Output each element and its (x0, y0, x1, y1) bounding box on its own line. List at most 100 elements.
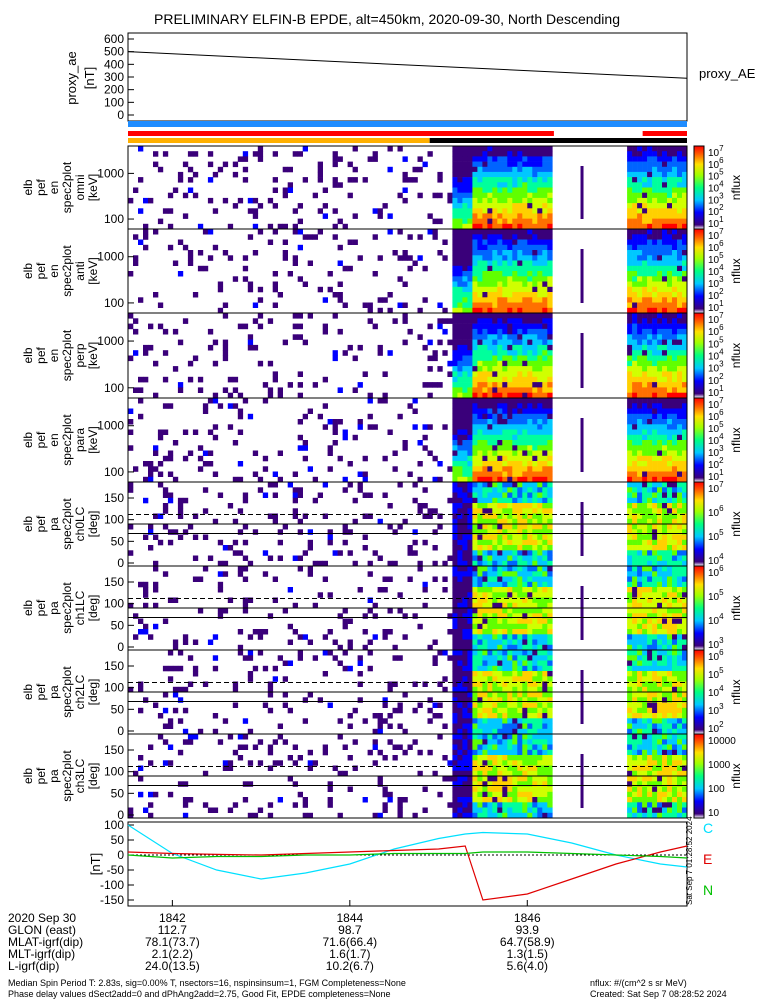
xaxis-value-l: 10.2(6.7) (326, 959, 374, 973)
proxy-ae-tick-label: 400 (104, 57, 124, 71)
spectrogram-ylabel: pef (34, 683, 48, 700)
xaxis-value-mlt: 1.6(1.7) (329, 947, 370, 961)
spectrogram-tick-label: 100 (104, 296, 124, 310)
spectrogram-ylabel: spec2plot (60, 498, 74, 550)
footer-line1: Median Spin Period T: 2.83s, sig=0.00% T… (8, 978, 406, 988)
spectrogram-ylabel: pef (34, 599, 48, 616)
figure-title: PRELIMINARY ELFIN-B EPDE, alt=450km, 202… (154, 11, 620, 27)
colorbar (693, 312, 705, 399)
proxy-ae-axes (127, 32, 688, 122)
xaxis-value-l: 5.6(4.0) (507, 959, 548, 973)
spectrogram-ylabel: [keV] (86, 426, 100, 453)
spectrogram-ylabel: anti (73, 261, 87, 280)
pa-tick-label: 0 (117, 556, 124, 570)
pa-tick-label: 100 (104, 765, 124, 779)
colorbar-tick-label: 104 (708, 684, 724, 699)
spectrogram-ylabel: spec2plot (60, 750, 74, 802)
status-bar-black (429, 138, 687, 143)
field-series-C (127, 824, 688, 880)
pa-tick-label: 0 (117, 808, 124, 822)
spectrogram-ylabel: elb (21, 432, 35, 448)
spectrogram-ylabel: [keV] (86, 174, 100, 201)
xaxis-value-time: 1846 (514, 911, 541, 925)
colorbar (693, 397, 705, 483)
footer-created: Created: Sat Sep 7 08:28:52 2024 (590, 989, 727, 999)
spectrogram-ylabel: en (47, 264, 61, 277)
xaxis-row-label: L-igrf(dip) (8, 959, 59, 973)
spectrogram-tick-label: 1000 (97, 166, 124, 180)
colorbar-label: nflux (729, 343, 743, 368)
spectrogram-ylabel: perp (73, 343, 87, 367)
xaxis-value-time: 1844 (336, 911, 363, 925)
spectrogram-tick-label: 1000 (97, 419, 124, 433)
colorbar-tick-label: 106 (708, 504, 724, 519)
spectrogram-ylabel: pa (47, 601, 61, 615)
xaxis-value-mlat: 64.7(58.9) (500, 935, 555, 949)
pa-tick-label: 0 (117, 724, 124, 738)
footer-line2: Phase delay values dSect2add=0 and dPhAn… (8, 989, 391, 999)
status-bar-red-2 (642, 131, 687, 136)
spectrogram-ylabel: elb (21, 684, 35, 700)
field-legend-E: E (703, 851, 712, 867)
xaxis-row-label: 2020 Sep 30 (8, 911, 76, 925)
field-tick-label: 50 (111, 833, 125, 847)
colorbar-label: nflux (729, 763, 743, 788)
colorbar-label: nflux (729, 511, 743, 536)
spectrogram-ylabel: [keV] (86, 257, 100, 284)
field-legend-N: N (703, 882, 713, 898)
xaxis-row-label: MLT-igrf(dip) (8, 947, 75, 961)
spectrogram-tick-label: 100 (104, 381, 124, 395)
spectrogram-ylabel: pef (34, 178, 48, 195)
xaxis-row-label: MLAT-igrf(dip) (8, 935, 83, 949)
xaxis-value-mlt: 1.3(1.5) (507, 947, 548, 961)
spectrogram-ylabel: elb (21, 347, 35, 363)
proxy-ae-tick-label: 300 (104, 70, 124, 84)
spectrogram-ylabel: en (47, 349, 61, 362)
colorbar-tick-label: 10 (708, 808, 720, 819)
spectrogram-ylabel: pa (47, 769, 61, 783)
pa-tick-label: 150 (104, 659, 124, 673)
spectrogram-ylabel: spec2plot (60, 329, 74, 381)
pa-tick-label: 150 (104, 743, 124, 757)
spectrogram-panel-pef_pa_spec2plot_ch3LC: 150 100 50 0 elb pef pa spec2plot ch3LC [deg] 1000… (21, 733, 743, 822)
spectrogram-tick-label: 1000 (97, 334, 124, 348)
spectrogram-ylabel: pef (34, 431, 48, 448)
colorbar (693, 145, 705, 230)
field-tick-label: -100 (100, 878, 124, 892)
xaxis-value-mlt: 2.1(2.2) (152, 947, 193, 961)
spectrogram-ylabel: en (47, 181, 61, 194)
spectrogram-ylabel: elb (21, 600, 35, 616)
proxy-ae-line (127, 51, 688, 79)
colorbar-tick-label: 105 (708, 588, 724, 603)
proxy-ae-tick-label: 0 (117, 108, 124, 122)
field-tick-label: 0 (117, 848, 124, 862)
spectrogram-ylabel: ch0LC (73, 506, 87, 541)
proxy-ae-tick-label: 100 (104, 95, 124, 109)
xaxis-value-mlat: 78.1(73.7) (145, 935, 200, 949)
xaxis-value-l: 24.0(13.5) (145, 959, 200, 973)
proxy-ae-ylabel-unit: [nT] (82, 67, 97, 89)
field-series-N (127, 851, 688, 859)
spectrogram-ylabel: pa (47, 685, 61, 699)
proxy-ae-ylabel: proxy_ae (64, 51, 79, 104)
spectrogram-tick-label: 1000 (97, 250, 124, 264)
spectrogram-ylabel: [deg] (86, 763, 100, 790)
colorbar (693, 733, 705, 819)
spectrogram-ylabel: spec2plot (60, 161, 74, 213)
spectrogram-ylabel: elb (21, 516, 35, 532)
colorbar (693, 228, 705, 314)
spectrogram-ylabel: pef (34, 767, 48, 784)
proxy-ae-tick-label: 200 (104, 83, 124, 97)
pa-tick-label: 150 (104, 491, 124, 505)
spectrogram-ylabel: spec2plot (60, 414, 74, 466)
xaxis-row-label: GLON (east) (8, 923, 76, 937)
spectrogram-ylabel: elb (21, 263, 35, 279)
colorbar-label: nflux (729, 679, 743, 704)
